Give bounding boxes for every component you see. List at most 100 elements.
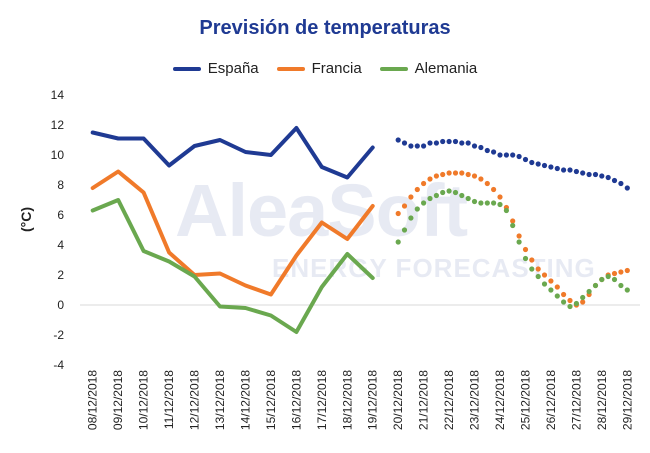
forecast-point-alemania: [408, 215, 414, 221]
forecast-point-francia: [611, 270, 618, 277]
forecast-point-espana: [503, 152, 509, 158]
forecast-point-francia: [522, 246, 529, 253]
legend-item-francia: Francia: [276, 60, 362, 77]
legend-label-espana: España: [207, 60, 259, 77]
x-tick-label: 24/12/2018: [493, 370, 507, 430]
x-tick-label: 20/12/2018: [391, 370, 405, 430]
x-tick-label: 22/12/2018: [442, 370, 456, 430]
forecast-point-espana: [497, 152, 503, 158]
forecast-point-francia: [541, 272, 548, 278]
forecast-point-alemania: [497, 201, 503, 208]
forecast-point-espana: [580, 170, 586, 176]
forecast-point-espana: [484, 147, 490, 154]
forecast-point-espana: [401, 140, 408, 146]
forecast-point-alemania: [446, 188, 452, 194]
forecast-point-francia: [510, 218, 516, 224]
forecast-point-alemania: [611, 276, 618, 283]
forecast-point-espana: [440, 138, 446, 145]
forecast-point-francia: [497, 194, 503, 200]
y-tick-label: 2: [57, 268, 64, 282]
forecast-point-francia: [433, 173, 439, 179]
forecast-point-alemania: [567, 303, 573, 310]
legend-swatch-espana: [172, 66, 201, 71]
forecast-point-francia: [561, 291, 567, 298]
forecast-point-alemania: [401, 227, 408, 233]
forecast-point-francia: [421, 180, 427, 187]
y-tick-label: 14: [51, 88, 65, 102]
forecast-point-francia: [580, 299, 586, 305]
x-tick-label: 16/12/2018: [289, 370, 303, 430]
x-tick-label: 27/12/2018: [569, 370, 583, 430]
y-tick-label: 4: [57, 238, 64, 252]
x-tick-label: 11/12/2018: [162, 370, 176, 429]
y-tick-label: 6: [57, 208, 64, 222]
forecast-point-espana: [624, 185, 630, 191]
forecast-point-francia: [618, 269, 624, 275]
forecast-point-francia: [440, 171, 446, 178]
forecast-point-alemania: [503, 207, 509, 214]
forecast-point-alemania: [421, 200, 427, 206]
legend-item-espana: España: [172, 60, 259, 77]
x-tick-label: 25/12/2018: [518, 370, 532, 430]
forecast-point-alemania: [427, 195, 433, 202]
forecast-point-francia: [427, 176, 433, 182]
x-tick-label: 12/12/2018: [188, 370, 202, 430]
x-tick-label: 15/12/2018: [264, 370, 278, 430]
forecast-point-alemania: [452, 189, 459, 196]
forecast-point-francia: [401, 203, 408, 209]
forecast-point-espana: [573, 168, 580, 175]
y-tick-label: 12: [51, 118, 65, 132]
y-tick-label: 8: [57, 178, 64, 192]
forecast-point-alemania: [459, 192, 465, 199]
forecast-point-espana: [395, 137, 401, 143]
forecast-point-alemania: [471, 198, 478, 205]
forecast-point-alemania: [541, 281, 548, 287]
forecast-point-francia: [408, 194, 414, 200]
forecast-point-espana: [611, 177, 618, 184]
forecast-point-francia: [395, 210, 401, 217]
forecast-point-alemania: [395, 239, 401, 245]
x-tick-label: 23/12/2018: [468, 370, 482, 430]
forecast-point-francia: [516, 233, 522, 239]
forecast-point-alemania: [522, 255, 529, 262]
forecast-point-espana: [618, 180, 624, 187]
forecast-point-francia: [414, 186, 420, 193]
series-line-francia: [90, 169, 375, 297]
forecast-point-espana: [478, 144, 484, 151]
x-tick-label: 21/12/2018: [417, 370, 431, 430]
forecast-point-francia: [465, 171, 471, 178]
forecast-point-espana: [414, 143, 420, 149]
forecast-point-espana: [605, 174, 611, 181]
forecast-point-espana: [452, 138, 459, 145]
forecast-point-espana: [561, 167, 567, 173]
x-tick-label: 26/12/2018: [544, 370, 558, 430]
forecast-point-alemania: [618, 282, 624, 289]
x-tick-label: 17/12/2018: [315, 370, 329, 430]
forecast-point-espana: [535, 161, 541, 167]
forecast-point-alemania: [554, 293, 560, 299]
forecast-point-alemania: [440, 189, 446, 196]
forecast-point-espana: [541, 162, 548, 169]
x-tick-label: 10/12/2018: [137, 370, 151, 430]
forecast-point-alemania: [516, 239, 522, 245]
x-tick-label: 09/12/2018: [111, 370, 125, 430]
forecast-point-espana: [465, 140, 471, 146]
legend: España Francia Alemania: [0, 60, 650, 77]
forecast-point-espana: [522, 156, 529, 163]
y-tick-label: -4: [53, 358, 64, 372]
forecast-point-espana: [421, 143, 427, 149]
forecast-point-espana: [446, 138, 452, 145]
forecast-point-francia: [554, 284, 560, 290]
y-tick-label: 0: [57, 298, 64, 312]
forecast-point-alemania: [433, 192, 439, 199]
legend-swatch-francia: [276, 66, 305, 71]
watermark-tagline: ENERGY FORECASTING: [272, 253, 596, 283]
x-tick-label: 08/12/2018: [86, 370, 100, 430]
forecast-point-alemania: [529, 266, 535, 272]
forecast-point-alemania: [605, 273, 611, 280]
forecast-point-francia: [491, 186, 497, 193]
forecast-point-alemania: [573, 300, 580, 307]
legend-swatch-alemania: [379, 66, 408, 71]
forecast-point-francia: [567, 297, 573, 304]
